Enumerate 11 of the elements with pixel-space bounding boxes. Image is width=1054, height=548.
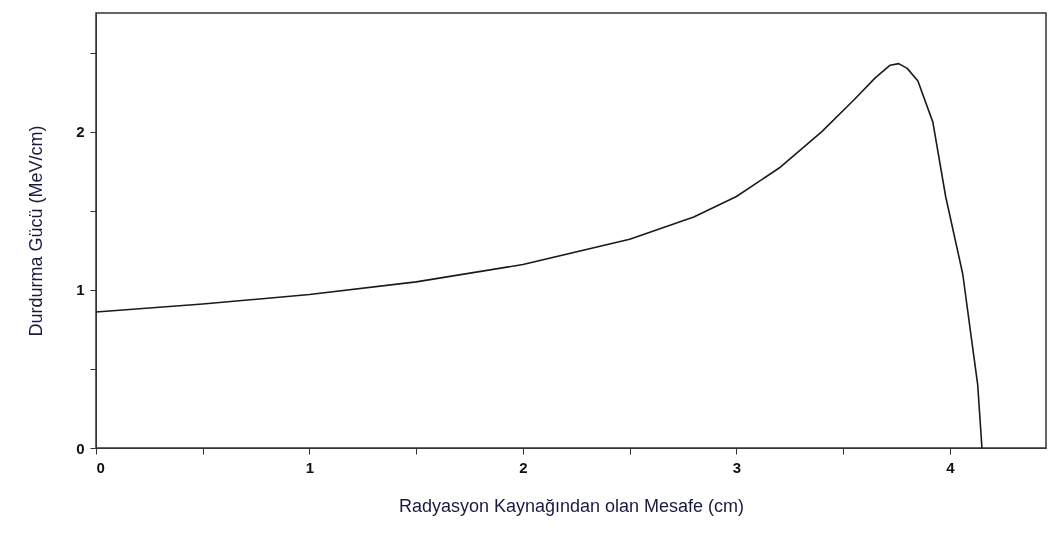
x-tick-label: 0 bbox=[96, 458, 105, 476]
y-axis-title: Durdurma Gücü (MeV/cm) bbox=[26, 125, 47, 337]
y-tick-label: 1 bbox=[76, 281, 85, 299]
x-tick-label: 3 bbox=[732, 458, 742, 476]
x-tick-label: 1 bbox=[305, 458, 315, 476]
y-tick-label: 2 bbox=[76, 123, 85, 141]
x-tick-label: 2 bbox=[519, 458, 528, 476]
x-tick-label: 4 bbox=[946, 458, 956, 476]
line-series bbox=[95, 62, 983, 449]
y-tick-label: 0 bbox=[76, 439, 85, 457]
x-axis-title: Radyasyon Kaynağından olan Mesafe (cm) bbox=[398, 495, 745, 516]
